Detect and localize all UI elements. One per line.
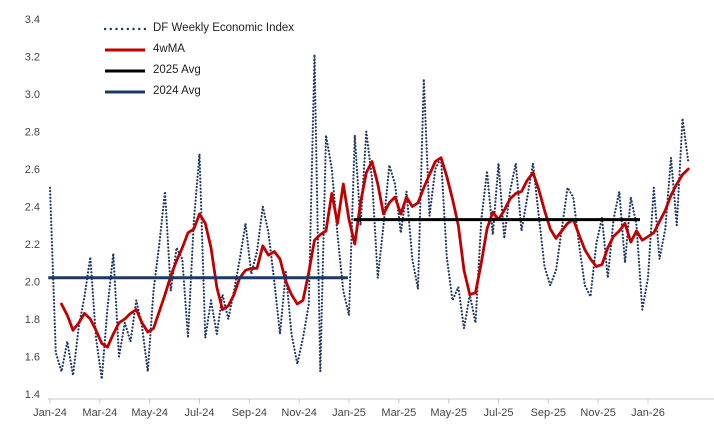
x-axis-tick-label: May-25: [430, 407, 467, 419]
x-axis-tick-label: Jan-24: [33, 407, 67, 419]
weekly-index-line: [48, 53, 690, 381]
legend-item-2024-avg: 2024 Avg: [104, 83, 294, 100]
legend-label-weekly-index: DF Weekly Economic Index: [153, 22, 295, 34]
y-axis-tick-label: 3.0: [25, 89, 40, 101]
2024-avg-line-marker-icon: [104, 88, 146, 96]
x-axis-tick-label: Nov-25: [580, 407, 615, 419]
x-axis-tick-label: Mar-24: [82, 407, 117, 419]
legend-label-2025-avg: 2025 Avg: [153, 64, 201, 76]
legend-label-4wma: 4wMA: [153, 43, 185, 55]
weekly-index-dotted-marker-icon: [104, 25, 146, 33]
y-axis-tick-label: 2.0: [25, 277, 40, 289]
legend-item-weekly-index: DF Weekly Economic Index: [104, 20, 294, 37]
legend-label-2024-avg: 2024 Avg: [153, 85, 201, 97]
x-axis-tick-label: Jul-24: [185, 407, 215, 419]
x-axis-tick-label: Jan-26: [631, 407, 665, 419]
x-axis-tick-label: May-24: [131, 407, 168, 419]
y-axis-tick-label: 1.6: [25, 352, 40, 364]
x-axis-tick-label: Sep-24: [232, 407, 267, 419]
x-axis-tick-label: Jul-25: [484, 407, 514, 419]
y-axis-tick-label: 1.4: [25, 389, 40, 401]
x-axis-tick-label: Sep-25: [531, 407, 566, 419]
y-axis-tick-label: 2.8: [25, 127, 40, 139]
y-axis-tick-label: 3.4: [25, 14, 40, 26]
legend-item-4wma: 4wMA: [104, 41, 294, 58]
y-axis-tick-label: 3.2: [25, 52, 40, 64]
chart-legend: DF Weekly Economic Index 4wMA 2025 Avg 2…: [104, 20, 294, 100]
x-axis-tick-label: Nov-24: [281, 407, 316, 419]
2025-avg-line-marker-icon: [104, 67, 146, 75]
y-axis-tick-label: 1.8: [25, 314, 40, 326]
4wma-line: [60, 156, 690, 349]
y-axis-tick-label: 2.4: [25, 202, 40, 214]
4wma-line-marker-icon: [104, 46, 146, 54]
legend-item-2025-avg: 2025 Avg: [104, 62, 294, 79]
x-axis-tick-label: Mar-25: [381, 407, 416, 419]
y-axis-tick-label: 2.6: [25, 164, 40, 176]
y-axis-tick-label: 2.2: [25, 239, 40, 251]
x-axis-tick-label: Jan-25: [332, 407, 366, 419]
